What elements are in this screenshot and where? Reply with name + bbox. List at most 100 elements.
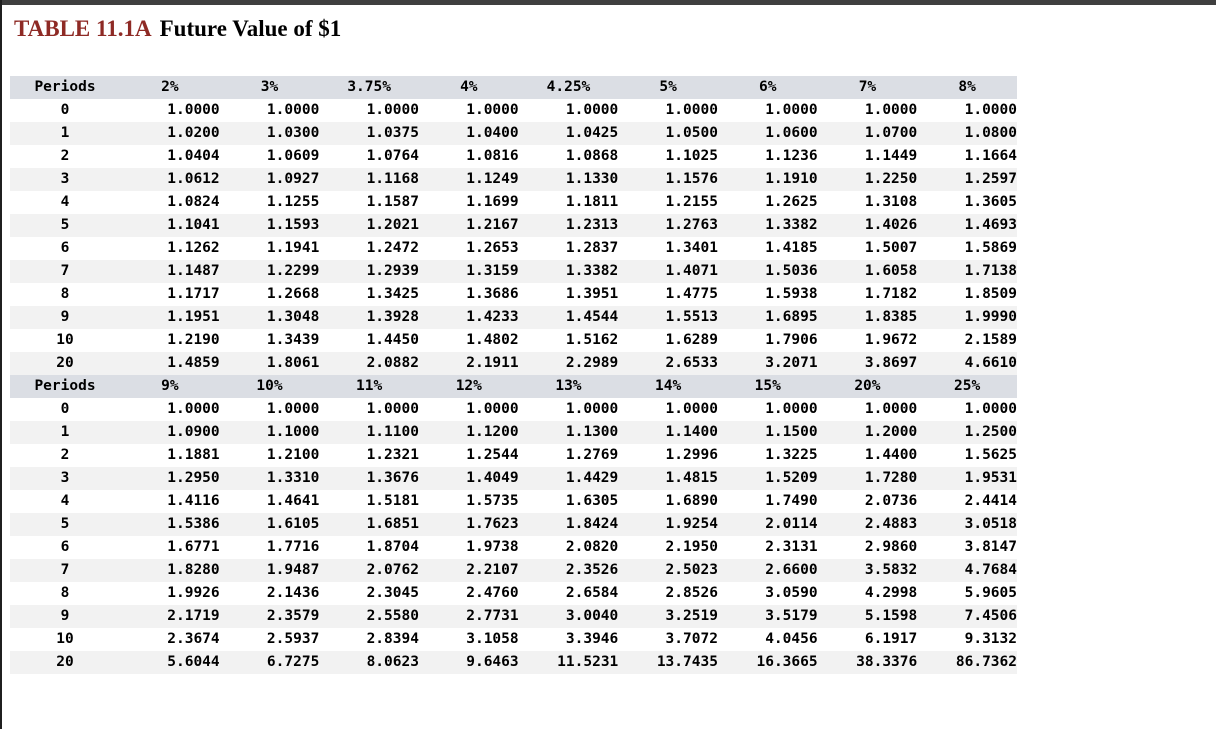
value-cell: 1.4815 (618, 467, 718, 490)
value-cell: 1.2625 (765, 194, 818, 210)
rate-column-header: 10% (219, 375, 320, 398)
value-cell: 38.3376 (817, 651, 918, 674)
value-cell: 1.8424 (518, 513, 619, 536)
value-cell: 9.6463 (418, 651, 519, 674)
period-cell: 10 (56, 332, 74, 348)
rate-column-header: 3.75% (319, 76, 419, 99)
value-cell: 7.4506 (917, 605, 1017, 628)
rate-column-header: 7% (817, 76, 918, 99)
rate-column-header: 11% (319, 375, 419, 398)
table-row: 10 1.2190 1.3439 1.4450 1.4802 1.5162 1.6289 1.… (10, 329, 1017, 352)
value-cell: 1.0609 (266, 148, 320, 164)
value-cell: 11.5231 (518, 651, 619, 674)
value-cell: 1.0824 (167, 194, 220, 210)
value-cell: 1.6289 (665, 332, 718, 348)
rate-column-header: 8% (917, 76, 1017, 99)
value-cell: 2.4760 (466, 585, 519, 601)
header-row: Periods 2% 3% 3.75% 4% 4.25% 5% 6% 7% 8% (10, 76, 1017, 99)
value-cell: 1.2000 (817, 421, 918, 444)
value-cell: 1.5386 (120, 513, 220, 536)
value-cell: 1.1330 (518, 168, 619, 191)
value-cell: 1.3159 (418, 260, 519, 283)
value-cell: 4.6610 (917, 352, 1017, 375)
value-cell: 1.0000 (167, 401, 220, 417)
value-cell: 13.7435 (618, 651, 718, 674)
period-cell: 5 (10, 513, 120, 536)
table-row: 6 1.1262 1.1941 1.2472 1.2653 1.2837 1.3401 1.4… (10, 237, 1017, 260)
period-cell: 4 (60, 194, 70, 210)
value-cell: 1.4802 (466, 332, 519, 348)
value-cell: 1.4775 (665, 286, 718, 302)
value-cell: 3.5832 (817, 559, 918, 582)
value-cell: 1.0000 (665, 401, 718, 417)
value-cell: 2.3045 (366, 585, 419, 601)
page-title: TABLE 11.1A Future Value of $1 (14, 16, 341, 42)
header-row: Periods 9% 10% 11% 12% 13% 14% 15% 20% 25% (10, 375, 1017, 398)
value-cell: 8.0623 (319, 651, 419, 674)
value-cell: 2.8526 (665, 585, 718, 601)
value-cell: 1.1168 (319, 168, 419, 191)
period-cell: 5 (10, 214, 120, 237)
value-cell: 1.1236 (765, 148, 818, 164)
rate-column-header: 25% (917, 375, 1017, 398)
value-cell: 2.2989 (518, 352, 619, 375)
value-cell: 4.2998 (864, 585, 918, 601)
table-row: 1 1.0900 1.1000 1.1100 1.1200 1.1300 1.1400 1.1… (10, 421, 1017, 444)
value-cell: 1.1100 (319, 421, 419, 444)
value-cell: 1.0000 (565, 102, 619, 118)
value-cell: 1.9531 (917, 467, 1017, 490)
value-cell: 1.2668 (266, 286, 320, 302)
value-cell: 1.5869 (964, 240, 1017, 256)
value-cell: 1.2167 (418, 214, 519, 237)
value-cell: 1.2299 (219, 260, 320, 283)
value-cell: 2.8394 (366, 631, 419, 647)
value-cell: 1.2155 (665, 194, 718, 210)
value-cell: 1.2021 (319, 214, 419, 237)
value-cell: 1.5007 (864, 240, 918, 256)
value-cell: 5.6044 (120, 651, 220, 674)
value-cell: 1.9926 (167, 585, 220, 601)
value-cell: 1.0600 (717, 122, 818, 145)
value-cell: 1.1249 (418, 168, 519, 191)
period-cell: 2 (60, 447, 70, 463)
period-cell: 3 (10, 168, 120, 191)
table-row: 8 1.1717 1.2668 1.3425 1.3686 1.3951 1.4775 1.5… (10, 283, 1017, 306)
value-cell: 3.0518 (917, 513, 1017, 536)
table-row: 20 5.6044 6.7275 8.0623 9.6463 11.5231 13.7435… (10, 651, 1017, 674)
value-cell: 1.0000 (466, 102, 519, 118)
value-cell: 1.8704 (366, 539, 419, 555)
value-cell: 1.4049 (418, 467, 519, 490)
value-cell: 2.3674 (167, 631, 220, 647)
value-cell: 2.0762 (319, 559, 419, 582)
value-cell: 2.5580 (319, 605, 419, 628)
rate-column-header: 14% (618, 375, 718, 398)
value-cell: 1.8509 (964, 286, 1017, 302)
period-cell: 8 (60, 585, 70, 601)
value-cell: 1.1811 (565, 194, 619, 210)
value-cell: 1.4026 (817, 214, 918, 237)
value-cell: 2.1911 (418, 352, 519, 375)
rate-column-header: 4% (418, 76, 519, 99)
period-cell: 7 (10, 260, 120, 283)
value-cell: 1.6895 (717, 306, 818, 329)
value-cell: 1.1041 (120, 214, 220, 237)
value-cell: 1.1951 (120, 306, 220, 329)
table-row: 9 1.1951 1.3048 1.3928 1.4233 1.4544 1.5513 1.6… (10, 306, 1017, 329)
value-cell: 2.6533 (618, 352, 718, 375)
table-row: 10 2.3674 2.5937 2.8394 3.1058 3.3946 3.7072 4.… (10, 628, 1017, 651)
value-cell: 1.4693 (917, 214, 1017, 237)
value-cell: 1.2321 (366, 447, 419, 463)
value-cell: 1.1255 (266, 194, 320, 210)
value-cell: 1.1400 (618, 421, 718, 444)
value-cell: 1.4429 (518, 467, 619, 490)
value-cell: 1.0300 (219, 122, 320, 145)
value-cell: 2.6600 (717, 559, 818, 582)
value-cell: 1.3382 (518, 260, 619, 283)
value-cell: 1.0927 (219, 168, 320, 191)
value-cell: 1.4400 (864, 447, 918, 463)
value-cell: 6.1917 (864, 631, 918, 647)
value-cell: 1.4859 (120, 352, 220, 375)
rate-column-header: 4.25% (518, 76, 619, 99)
value-cell: 1.6890 (665, 493, 718, 509)
period-cell: 7 (10, 559, 120, 582)
